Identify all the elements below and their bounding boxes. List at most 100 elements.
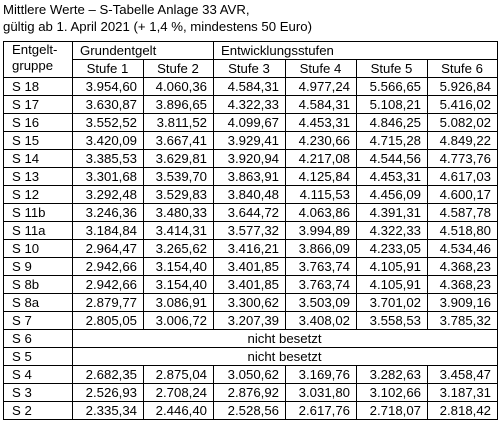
stufe-3-value: 3.300,62 (213, 293, 286, 312)
stufe-4-header: Stufe 4 (285, 59, 357, 78)
stufe-4-value: 4.230,66 (285, 131, 357, 150)
stufe-4-value: 3.408,02 (285, 311, 357, 330)
stufe-4-value: 4.977,24 (285, 77, 357, 96)
stufe-5-value: 4.105,91 (356, 275, 428, 294)
table-row: S 10 2.964,47 3.265,62 3.416,21 3.866,09 4.23… (3, 239, 499, 258)
stufe-4-value: 4.453,31 (285, 113, 357, 132)
stufe-1-value: 3.301,68 (72, 167, 144, 186)
stufe-1-value: 3.184,84 (72, 221, 144, 240)
entgeltgruppe-cell: S 14 (3, 149, 73, 168)
stufe-5-value: 4.456,09 (356, 185, 428, 204)
stufe-4-value: 3.503,09 (285, 293, 357, 312)
stufe-2-value: 3.529,83 (143, 185, 214, 204)
stufe-4-value: 4.115,53 (285, 185, 357, 204)
entgeltgruppe-cell: S 11a (3, 221, 73, 240)
stufe-1-value: 3.246,36 (72, 203, 144, 222)
stufe-2-value: 2.708,24 (143, 383, 214, 402)
stufe-1-value: 2.964,47 (72, 239, 144, 258)
stufe-3-value: 3.644,72 (213, 203, 286, 222)
table-row: S 6 nicht besetzt (3, 329, 499, 348)
entgeltgruppe-cell: S 16 (3, 113, 73, 132)
header-row-groups: Entgelt- gruppe Grundentgelt Entwicklung… (3, 41, 499, 78)
stufe-4-value: 3.866,09 (285, 239, 357, 258)
stufe-6-value: 5.926,84 (426, 77, 499, 96)
entgeltgruppe-cell: S 15 (3, 131, 73, 150)
stufe-2-value: 3.539,70 (143, 167, 214, 186)
stufe-2-value: 3.154,40 (143, 275, 214, 294)
stufe-5-value: 4.453,31 (356, 167, 428, 186)
table-row: S 17 3.630,87 3.896,65 4.322,33 4.584,31 5.10… (3, 95, 499, 114)
stufe-4-value: 4.217,08 (285, 149, 357, 168)
stufe-6-value: 4.773,76 (426, 149, 499, 168)
grundentgelt-header: Grundentgelt (72, 41, 214, 60)
stufe-6-value: 2.818,42 (426, 401, 499, 420)
not-occupied-cell: nicht besetzt (71, 329, 499, 348)
stufe-6-value: 5.082,02 (426, 113, 499, 132)
stufe-6-value: 4.534,46 (426, 239, 499, 258)
stufe-6-value: 5.416,02 (426, 95, 499, 114)
stufe-1-value: 3.292,48 (72, 185, 144, 204)
entgeltgruppe-cell: S 12 (3, 185, 73, 204)
table-row: S 13 3.301,68 3.539,70 3.863,91 4.125,84 4.45… (3, 167, 499, 186)
stufe-4-value: 4.584,31 (285, 95, 357, 114)
table-row: S 2 2.335,34 2.446,40 2.528,56 2.617,76 2.718… (3, 401, 499, 420)
stufe-6-header: Stufe 6 (426, 59, 499, 78)
stufe-4-value: 3.994,89 (285, 221, 357, 240)
stufe-5-value: 5.108,21 (356, 95, 428, 114)
stufe-3-value: 3.920,94 (213, 149, 286, 168)
stufe-6-value: 4.617,03 (426, 167, 499, 186)
stufe-6-value: 3.909,16 (426, 293, 499, 312)
stufe-3-value: 3.929,41 (213, 131, 286, 150)
stufe-2-header: Stufe 2 (143, 59, 214, 78)
stufe-1-value: 3.420,09 (72, 131, 144, 150)
stufe-2-value: 3.154,40 (143, 257, 214, 276)
table-row: S 8b 2.942,66 3.154,40 3.401,85 3.763,74 4.10… (3, 275, 499, 294)
stufe-1-value: 2.879,77 (72, 293, 144, 312)
stufe-3-value: 3.577,32 (213, 221, 286, 240)
stufe-3-value: 3.401,85 (213, 257, 286, 276)
stufe-2-value: 4.060,36 (143, 77, 214, 96)
stufe-6-value: 4.849,22 (426, 131, 499, 150)
stufe-1-value: 3.954,60 (72, 77, 144, 96)
stufe-5-value: 4.544,56 (356, 149, 428, 168)
stufe-2-value: 3.006,72 (143, 311, 214, 330)
table-row: S 16 3.552,52 3.811,52 4.099,67 4.453,31 4.84… (3, 113, 499, 132)
stufe-5-value: 4.846,25 (356, 113, 428, 132)
table-row: S 15 3.420,09 3.667,41 3.929,41 4.230,66 4.71… (3, 131, 499, 150)
entgeltgruppe-cell: S 17 (3, 95, 73, 114)
stufe-3-value: 3.840,48 (213, 185, 286, 204)
stufe-4-value: 3.031,80 (285, 383, 357, 402)
stufe-3-value: 2.528,56 (213, 401, 286, 420)
table-row: S 4 2.682,35 2.875,04 3.050,62 3.169,76 3.282… (3, 365, 499, 384)
stufe-1-header: Stufe 1 (72, 59, 144, 78)
entgeltgruppe-cell: S 6 (3, 329, 73, 348)
stufe-4-value: 2.617,76 (285, 401, 357, 420)
stufe-4-value: 4.125,84 (285, 167, 357, 186)
entwicklungsstufen-header: Entwicklungsstufen (212, 41, 499, 60)
stufe-2-value: 3.811,52 (143, 113, 214, 132)
stufe-4-value: 3.169,76 (285, 365, 357, 384)
stufe-5-value: 3.701,02 (356, 293, 428, 312)
salary-table: Entgelt- gruppe Grundentgelt Entwicklung… (3, 41, 499, 420)
entgeltgruppe-cell: S 11b (3, 203, 73, 222)
stufe-3-value: 4.322,33 (213, 95, 286, 114)
table-row: S 11b 3.246,36 3.480,33 3.644,72 4.063,86 4.3… (3, 203, 499, 222)
table-row: S 11a 3.184,84 3.414,31 3.577,32 3.994,89 4.3… (3, 221, 499, 240)
stufe-1-value: 3.552,52 (72, 113, 144, 132)
stufe-4-value: 3.763,74 (285, 257, 357, 276)
stufe-1-value: 2.526,93 (72, 383, 144, 402)
stufe-6-value: 4.600,17 (426, 185, 499, 204)
title-line-2: gültig ab 1. April 2021 (+ 1,4 %, mindes… (3, 19, 312, 34)
stufe-5-value: 4.391,31 (356, 203, 428, 222)
entgeltgruppe-cell: S 9 (3, 257, 73, 276)
stufe-4-value: 3.763,74 (285, 275, 357, 294)
entgeltgruppe-cell: S 5 (3, 347, 73, 366)
stufe-2-value: 3.667,41 (143, 131, 214, 150)
stufe-2-value: 3.265,62 (143, 239, 214, 258)
stufe-5-value: 3.282,63 (356, 365, 428, 384)
corner-label-line-1: Entgelt- (12, 42, 58, 58)
stufe-2-value: 3.086,91 (143, 293, 214, 312)
header-row-stufen: Stufe 1 Stufe 2 Stufe 3 Stufe 4 Stufe 5 … (4, 59, 499, 78)
stufe-6-value: 3.187,31 (426, 383, 499, 402)
entgeltgruppe-cell: S 2 (3, 401, 73, 420)
